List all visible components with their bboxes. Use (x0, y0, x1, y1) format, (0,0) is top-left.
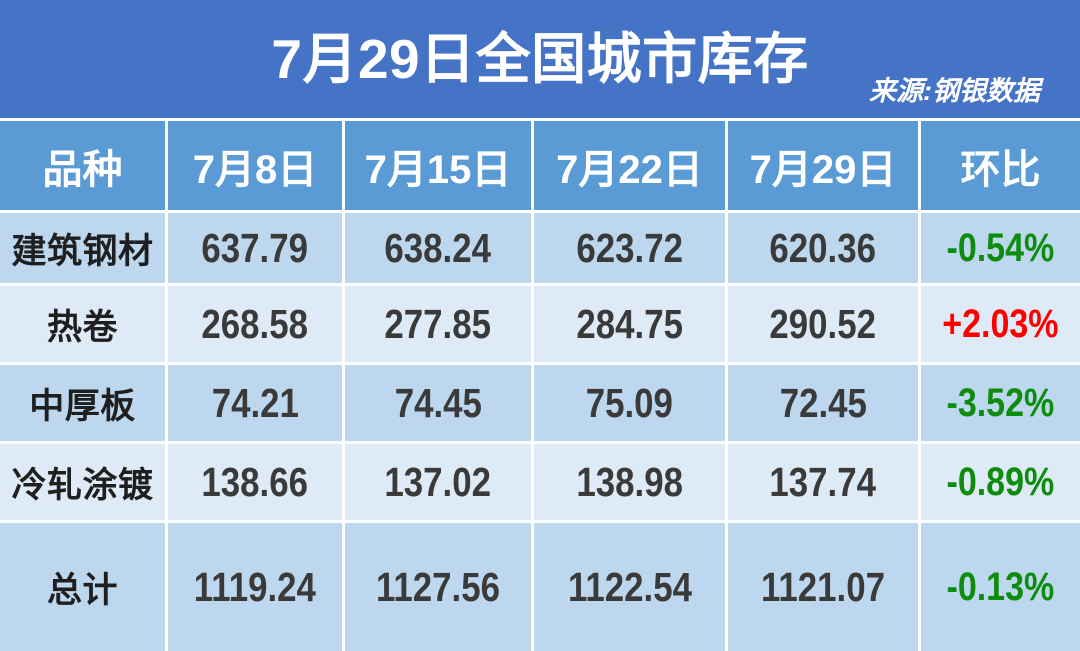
value-cell: 1122.54 (534, 523, 725, 651)
value-cell: 284.75 (534, 286, 725, 362)
change-cell: +2.03% (921, 286, 1080, 362)
column-header-4: 7月29日 (728, 121, 918, 210)
value-cell: 638.24 (345, 213, 531, 283)
category-cell: 热卷 (0, 286, 165, 362)
value-cell: 623.72 (534, 213, 725, 283)
value-cell-text: 1122.54 (567, 563, 692, 610)
change-cell: -0.13% (921, 523, 1080, 651)
value-cell: 1119.24 (168, 523, 342, 651)
category-cell: 冷轧涂镀 (0, 444, 165, 520)
category-cell: 总计 (0, 523, 165, 651)
value-cell-text: 1127.56 (375, 563, 501, 610)
value-cell-text: 284.75 (576, 300, 683, 347)
change-cell: -0.89% (921, 444, 1080, 520)
value-cell: 290.52 (728, 286, 918, 362)
value-cell-text: 75.09 (585, 379, 674, 426)
value-cell-text: 138.66 (201, 458, 309, 505)
value-cell-text: 1119.24 (193, 563, 317, 610)
column-header-1: 7月8日 (168, 121, 342, 210)
value-cell-text: 620.36 (769, 224, 877, 271)
value-cell-text: 638.24 (384, 224, 492, 271)
value-cell: 620.36 (728, 213, 918, 283)
change-cell: -3.52% (921, 365, 1080, 441)
value-cell-text: 137.74 (769, 458, 877, 505)
value-cell-text: 74.45 (394, 379, 482, 426)
change-cell-text: -0.89% (946, 459, 1055, 504)
value-cell: 137.74 (728, 444, 918, 520)
value-cell-text: 277.85 (384, 300, 492, 347)
value-cell: 637.79 (168, 213, 342, 283)
column-header-2: 7月15日 (345, 121, 531, 210)
value-cell: 138.66 (168, 444, 342, 520)
value-cell-text: 268.58 (201, 300, 309, 347)
value-cell: 1121.07 (728, 523, 918, 651)
column-header-3: 7月22日 (534, 121, 725, 210)
value-cell: 75.09 (534, 365, 725, 441)
value-cell-text: 290.52 (769, 300, 877, 347)
change-cell: -0.54% (921, 213, 1080, 283)
value-cell: 137.02 (345, 444, 531, 520)
change-cell-text: -0.13% (946, 564, 1055, 609)
value-cell: 72.45 (728, 365, 918, 441)
value-cell-text: 623.72 (576, 224, 683, 271)
value-cell-text: 1121.07 (760, 563, 886, 610)
value-cell: 74.21 (168, 365, 342, 441)
column-header-0: 品种 (0, 121, 165, 210)
value-cell-text: 138.98 (576, 458, 683, 505)
inventory-table: 品种 7月8日 7月15日 7月22日 7月29日 环比建筑钢材 637.79 638.24 6… (0, 121, 1080, 651)
change-cell-text: +2.03% (942, 301, 1059, 346)
value-cell: 1127.56 (345, 523, 531, 651)
category-cell: 建筑钢材 (0, 213, 165, 283)
value-cell: 277.85 (345, 286, 531, 362)
value-cell: 138.98 (534, 444, 725, 520)
title-bar: 7月29日全国城市库存 来源:钢银数据 (0, 0, 1080, 118)
value-cell-text: 637.79 (201, 224, 309, 271)
page-title: 7月29日全国城市库存 (271, 28, 809, 90)
value-cell-text: 74.21 (211, 379, 299, 426)
source-credit: 来源:钢银数据 (869, 76, 1040, 107)
value-cell: 268.58 (168, 286, 342, 362)
value-cell: 74.45 (345, 365, 531, 441)
category-cell: 中厚板 (0, 365, 165, 441)
change-cell-text: -3.52% (946, 380, 1055, 425)
change-cell-text: -0.54% (946, 225, 1055, 270)
column-header-5: 环比 (921, 121, 1080, 210)
value-cell-text: 72.45 (779, 379, 867, 426)
value-cell-text: 137.02 (384, 458, 492, 505)
